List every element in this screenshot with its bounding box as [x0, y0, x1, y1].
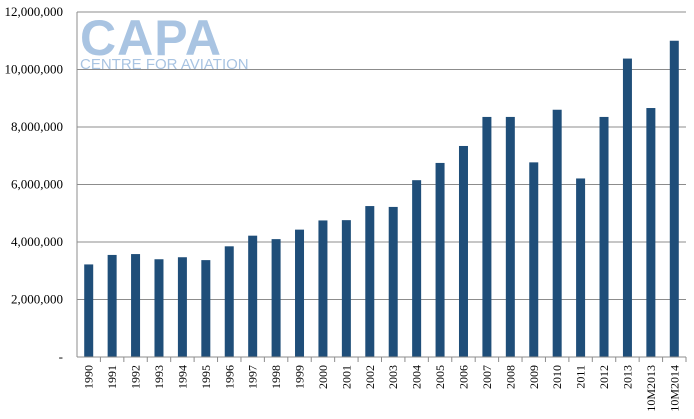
- y-axis: - 2,000,000 4,000,000 6,000,000 8,000,000 10,…: [5, 4, 78, 364]
- y-tick-label: -: [59, 349, 63, 364]
- bar: [482, 116, 492, 357]
- x-tick-label: 2009: [527, 365, 541, 389]
- x-tick-label: 1991: [105, 365, 119, 389]
- bar: [576, 178, 586, 357]
- bar: [177, 257, 187, 357]
- bars: [84, 40, 679, 358]
- bar: [669, 40, 679, 357]
- x-tick-label: 2011: [574, 365, 588, 389]
- x-tick-label: 1992: [129, 365, 143, 389]
- x-tick-label: 2008: [503, 365, 517, 389]
- x-tick-label: 2012: [597, 365, 611, 389]
- bar: [248, 235, 258, 357]
- bar: [84, 264, 94, 357]
- y-tick-label: 12,000,000: [5, 4, 64, 19]
- bar: [646, 108, 656, 358]
- x-tick-label: 1995: [199, 365, 213, 389]
- x-tick-label: 1990: [82, 365, 96, 389]
- x-tick-label: 1998: [269, 365, 283, 389]
- bar: [271, 239, 281, 357]
- logo-main-text: CAPA: [80, 10, 222, 66]
- x-tick-label: 2013: [620, 365, 634, 389]
- bar: [224, 246, 234, 357]
- x-tick-label: 2004: [410, 365, 424, 389]
- bar: [107, 254, 117, 357]
- x-tick-label: 10M2014: [667, 365, 681, 412]
- bar: [295, 229, 305, 357]
- y-tick-label: 4,000,000: [11, 234, 63, 249]
- logo-sub-text: CENTRE FOR AVIATION: [80, 56, 249, 73]
- y-tick-label: 10,000,000: [5, 62, 64, 77]
- bar: [599, 116, 609, 357]
- x-tick-label: 2002: [363, 365, 377, 389]
- x-tick-label: 2010: [550, 365, 564, 389]
- y-tick-label: 8,000,000: [11, 119, 63, 134]
- bar: [365, 206, 375, 357]
- x-tick-label: 1993: [152, 365, 166, 389]
- bar: [622, 58, 632, 357]
- bar: [201, 260, 211, 357]
- x-tick-label: 1996: [222, 365, 236, 389]
- bar: [318, 220, 328, 357]
- y-tick-label: 2,000,000: [11, 292, 63, 307]
- x-tick-label: 10M2013: [644, 365, 658, 412]
- x-tick-label: 2006: [456, 365, 470, 389]
- bar: [435, 162, 445, 357]
- x-tick-label: 2003: [386, 365, 400, 389]
- bar: [388, 206, 398, 357]
- bar: [154, 259, 164, 357]
- y-tick-label: 6,000,000: [11, 177, 63, 192]
- x-tick-label: 1994: [175, 365, 189, 389]
- bar: [341, 220, 351, 357]
- x-tick-label: 2007: [480, 365, 494, 389]
- x-axis: 1990 1991 1992 1993 1994 1995 1996 1997 1998 1999…: [77, 356, 687, 412]
- bar: [552, 109, 562, 357]
- x-tick-label: 2001: [339, 365, 353, 389]
- bar: [458, 145, 468, 357]
- bar: [505, 116, 515, 357]
- bar: [529, 162, 539, 357]
- bar: [412, 180, 422, 357]
- bar: [131, 254, 141, 357]
- x-tick-label: 2005: [433, 365, 447, 389]
- x-tick-label: 1999: [293, 365, 307, 389]
- x-tick-label: 2000: [316, 365, 330, 389]
- capa-logo: CAPA CENTRE FOR AVIATION: [80, 10, 249, 73]
- x-tick-label: 1997: [246, 365, 260, 389]
